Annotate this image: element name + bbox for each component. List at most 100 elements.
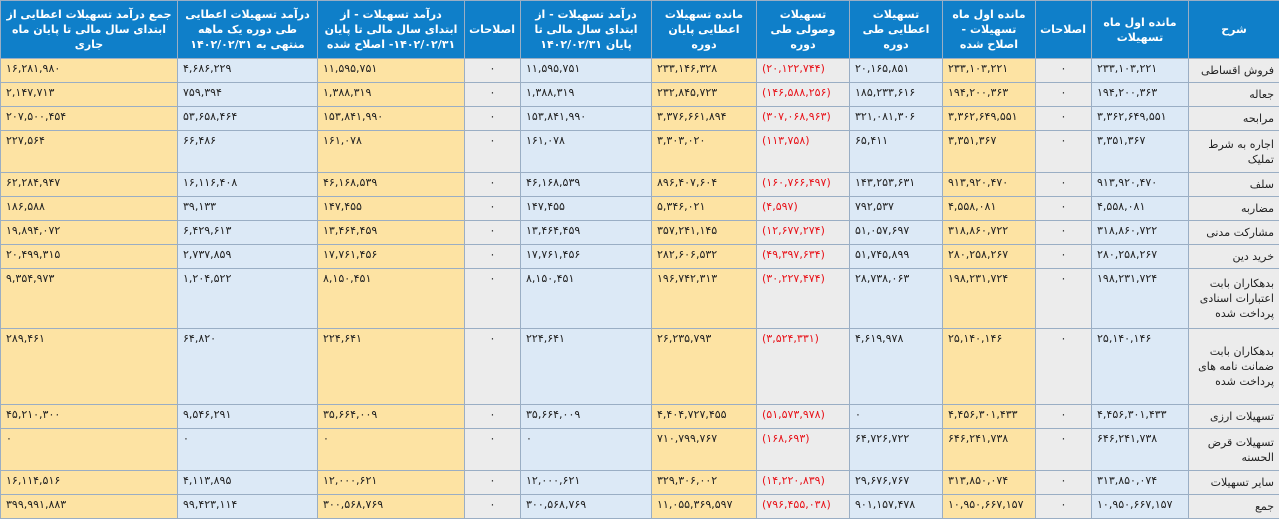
- row-label-cell: مضاربه: [1188, 196, 1279, 221]
- cell-income-adjustments: ۰: [464, 328, 521, 405]
- table-row: جعاله ۱۹۴,۲۰۰,۳۶۳ ۰ ۱۹۴,۲۰۰,۳۶۳ ۱۸۵,۲۳۳,۶۱۶(…: [0, 82, 1279, 107]
- column-header-closing-balance[interactable]: مانده تسهیلات اعطایی پایان دوره: [651, 0, 757, 59]
- cell-granted-in-period: ۲۰,۱۶۵,۸۵۱: [849, 58, 943, 83]
- cell-ytd-income: ۱۲,۰۰۰,۶۲۱: [520, 470, 652, 495]
- cell-ytd-income: ۰: [520, 428, 652, 471]
- cell-collected-in-period: (۴,۵۹۷): [756, 196, 850, 221]
- cell-ytd-income-adjusted: ۱۱,۵۹۵,۷۵۱: [317, 58, 465, 83]
- cell-adjustments: ۰: [1035, 82, 1092, 107]
- cell-adjusted-opening-balance: ۲۳۳,۱۰۳,۲۲۱: [942, 58, 1036, 83]
- cell-closing-balance: ۴,۴۰۴,۷۲۷,۴۵۵: [651, 404, 757, 429]
- cell-granted-in-period: ۲۹,۶۷۶,۷۶۷: [849, 470, 943, 495]
- cell-granted-in-period: ۶۴,۷۲۶,۷۲۲: [849, 428, 943, 471]
- cell-adjusted-opening-balance: ۴,۴۵۶,۳۰۱,۴۳۳: [942, 404, 1036, 429]
- cell-collected-in-period: (۵۱,۵۷۳,۹۷۸): [756, 404, 850, 429]
- column-header-collected-in-period[interactable]: تسهیلات وصولی طی دوره: [756, 0, 850, 59]
- cell-granted-in-period: ۴,۶۱۹,۹۷۸: [849, 328, 943, 405]
- cell-adjusted-opening-balance: ۳۱۳,۸۵۰,۰۷۴: [942, 470, 1036, 495]
- column-header-adjusted-opening-balance[interactable]: مانده اول ماه تسهیلات - اصلاح شده: [942, 0, 1036, 59]
- cell-granted-in-period: ۵۱,۰۵۷,۶۹۷: [849, 220, 943, 245]
- table-row: فروش اقساطی ۲۳۳,۱۰۳,۲۲۱ ۰ ۲۳۳,۱۰۳,۲۲۱ ۲۰,۱۶۵…: [0, 58, 1279, 83]
- cell-adjusted-opening-balance: ۲۸۰,۲۵۸,۲۶۷: [942, 244, 1036, 269]
- cell-total-income-to-date: ۲۰,۴۹۹,۳۱۵: [0, 244, 178, 269]
- column-header-opening-balance[interactable]: مانده اول ماه تسهیلات: [1091, 0, 1189, 59]
- cell-total-income-to-date: ۳۹۹,۹۹۱,۸۸۳: [0, 494, 178, 519]
- cell-collected-in-period: (۷۹۶,۴۵۵,۰۳۸): [756, 494, 850, 519]
- table-row: مرابحه ۳,۳۶۲,۶۴۹,۵۵۱ ۰ ۳,۳۶۲,۶۴۹,۵۵۱ ۳۲۱,۰۸۱…: [0, 106, 1279, 131]
- column-header-ytd-income-adjusted[interactable]: درآمد تسهیلات - از ابتدای سال مالی تا پا…: [317, 0, 465, 59]
- row-label-cell: تسهیلات قرض الحسنه: [1188, 428, 1279, 471]
- cell-income-adjustments: ۰: [464, 106, 521, 131]
- column-header-income-adjustments[interactable]: اصلاحات: [464, 0, 521, 59]
- cell-opening-balance: ۹۱۳,۹۲۰,۴۷۰: [1091, 172, 1189, 197]
- cell-adjusted-opening-balance: ۹۱۳,۹۲۰,۴۷۰: [942, 172, 1036, 197]
- cell-monthly-income: ۶,۴۲۹,۶۱۳: [177, 220, 318, 245]
- cell-monthly-income: ۴,۱۱۳,۸۹۵: [177, 470, 318, 495]
- cell-adjustments: ۰: [1035, 106, 1092, 131]
- table-row: خرید دین ۲۸۰,۲۵۸,۲۶۷ ۰ ۲۸۰,۲۵۸,۲۶۷ ۵۱,۷۴۵,۸۹…: [0, 244, 1279, 269]
- row-label-cell: خرید دین: [1188, 244, 1279, 269]
- cell-closing-balance: ۸۹۶,۴۰۷,۶۰۴: [651, 172, 757, 197]
- cell-granted-in-period: ۲۸,۷۳۸,۰۶۳: [849, 268, 943, 329]
- cell-granted-in-period: ۵۱,۷۴۵,۸۹۹: [849, 244, 943, 269]
- cell-collected-in-period: (۱۶۸,۶۹۳): [756, 428, 850, 471]
- cell-income-adjustments: ۰: [464, 268, 521, 329]
- cell-collected-in-period: (۱۴۶,۵۸۸,۲۵۶): [756, 82, 850, 107]
- cell-opening-balance: ۳,۳۵۱,۳۶۷: [1091, 130, 1189, 173]
- table-row: جمع ۱۰,۹۵۰,۶۶۷,۱۵۷ ۰ ۱۰,۹۵۰,۶۶۷,۱۵۷ ۹۰۱,۱۵۷,…: [0, 494, 1279, 519]
- cell-granted-in-period: ۰: [849, 404, 943, 429]
- cell-opening-balance: ۲۳۳,۱۰۳,۲۲۱: [1091, 58, 1189, 83]
- cell-ytd-income: ۳۵,۶۶۴,۰۰۹: [520, 404, 652, 429]
- row-label-cell: سلف: [1188, 172, 1279, 197]
- cell-closing-balance: ۷۱۰,۷۹۹,۷۶۷: [651, 428, 757, 471]
- cell-monthly-income: ۹۹,۴۲۳,۱۱۴: [177, 494, 318, 519]
- cell-monthly-income: ۳۹,۱۳۳: [177, 196, 318, 221]
- cell-opening-balance: ۲۵,۱۴۰,۱۴۶: [1091, 328, 1189, 405]
- column-header-description[interactable]: شرح: [1188, 0, 1279, 59]
- row-label-cell: جعاله: [1188, 82, 1279, 107]
- cell-closing-balance: ۵,۳۴۶,۰۲۱: [651, 196, 757, 221]
- cell-income-adjustments: ۰: [464, 82, 521, 107]
- cell-ytd-income-adjusted: ۱۷,۷۶۱,۴۵۶: [317, 244, 465, 269]
- cell-monthly-income: ۶۶,۴۸۶: [177, 130, 318, 173]
- cell-total-income-to-date: ۲۸۹,۴۶۱: [0, 328, 178, 405]
- header-row: شرح مانده اول ماه تسهیلات اصلاحات مانده …: [0, 0, 1279, 59]
- table-row: تسهیلات ارزی ۴,۴۵۶,۳۰۱,۴۳۳ ۰ ۴,۴۵۶,۳۰۱,۴۳۳ ۰…: [0, 404, 1279, 429]
- cell-opening-balance: ۲۸۰,۲۵۸,۲۶۷: [1091, 244, 1189, 269]
- column-header-adjustments[interactable]: اصلاحات: [1035, 0, 1092, 59]
- cell-collected-in-period: (۱۴,۲۲۰,۸۳۹): [756, 470, 850, 495]
- cell-ytd-income-adjusted: ۰: [317, 428, 465, 471]
- cell-ytd-income-adjusted: ۱۴۷,۴۵۵: [317, 196, 465, 221]
- row-label-cell: مشارکت مدنی: [1188, 220, 1279, 245]
- cell-adjusted-opening-balance: ۲۵,۱۴۰,۱۴۶: [942, 328, 1036, 405]
- table-row: مضاربه ۴,۵۵۸,۰۸۱ ۰ ۴,۵۵۸,۰۸۱ ۷۹۲,۵۳۷ (۴,۵۹۷) ۵…: [0, 196, 1279, 221]
- table-row: تسهیلات قرض الحسنه ۶۴۶,۲۴۱,۷۳۸ ۰ ۶۴۶,۲۴۱,۷۳…: [0, 428, 1279, 471]
- cell-ytd-income: ۱۶۱,۰۷۸: [520, 130, 652, 173]
- column-header-granted-in-period[interactable]: تسهیلات اعطایی طی دوره: [849, 0, 943, 59]
- cell-income-adjustments: ۰: [464, 428, 521, 471]
- cell-total-income-to-date: ۰: [0, 428, 178, 471]
- table-row: مشارکت مدنی ۳۱۸,۸۶۰,۷۲۲ ۰ ۳۱۸,۸۶۰,۷۲۲ ۵۱,۰۵۷…: [0, 220, 1279, 245]
- cell-opening-balance: ۱۰,۹۵۰,۶۶۷,۱۵۷: [1091, 494, 1189, 519]
- cell-monthly-income: ۱۶,۱۱۶,۴۰۸: [177, 172, 318, 197]
- cell-ytd-income-adjusted: ۱۵۳,۸۴۱,۹۹۰: [317, 106, 465, 131]
- cell-ytd-income-adjusted: ۱۲,۰۰۰,۶۲۱: [317, 470, 465, 495]
- cell-adjusted-opening-balance: ۱۹۴,۲۰۰,۳۶۳: [942, 82, 1036, 107]
- cell-monthly-income: ۰: [177, 428, 318, 471]
- cell-total-income-to-date: ۱۶,۱۱۴,۵۱۶: [0, 470, 178, 495]
- row-label-cell: مرابحه: [1188, 106, 1279, 131]
- cell-closing-balance: ۳,۳۰۳,۰۲۰: [651, 130, 757, 173]
- cell-ytd-income-adjusted: ۲۲۴,۶۴۱: [317, 328, 465, 405]
- column-header-ytd-income[interactable]: درآمد تسهیلات - از ابتدای سال مالی تا پا…: [520, 0, 652, 59]
- cell-total-income-to-date: ۴۵,۲۱۰,۳۰۰: [0, 404, 178, 429]
- cell-collected-in-period: (۱۱۳,۷۵۸): [756, 130, 850, 173]
- cell-collected-in-period: (۱۶۰,۷۶۶,۴۹۷): [756, 172, 850, 197]
- cell-granted-in-period: ۷۹۲,۵۳۷: [849, 196, 943, 221]
- column-header-monthly-income[interactable]: درآمد تسهیلات اعطایی طی دوره یک ماهه منت…: [177, 0, 318, 59]
- cell-ytd-income-adjusted: ۴۶,۱۶۸,۵۳۹: [317, 172, 465, 197]
- cell-adjusted-opening-balance: ۶۴۶,۲۴۱,۷۳۸: [942, 428, 1036, 471]
- cell-adjustments: ۰: [1035, 130, 1092, 173]
- cell-closing-balance: ۱۱,۰۵۵,۳۶۹,۵۹۷: [651, 494, 757, 519]
- column-header-total-income-to-date[interactable]: جمع درآمد تسهیلات اعطایی از ابتدای سال م…: [0, 0, 178, 59]
